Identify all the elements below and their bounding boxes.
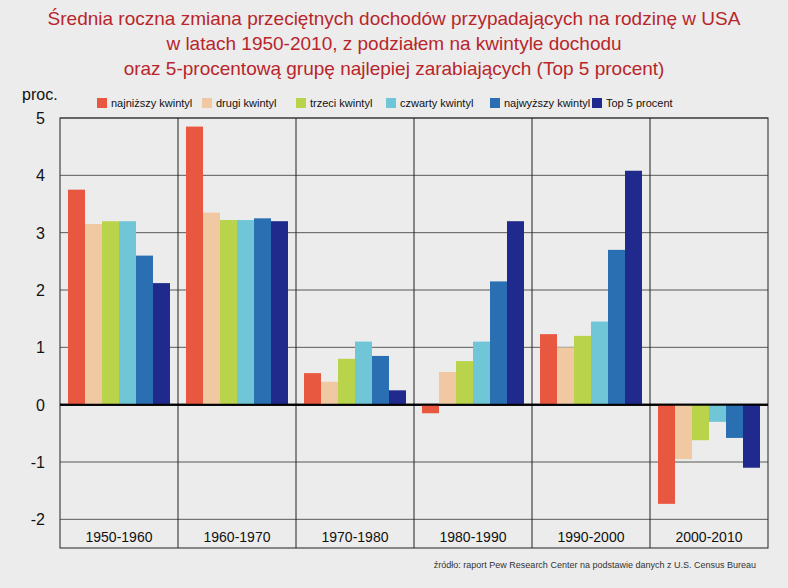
bar [709, 405, 726, 422]
bar [456, 361, 473, 405]
title: w latach 1950-2010, z podziałem na kwint… [165, 33, 621, 54]
x-tick-label: 1990-2000 [558, 529, 625, 545]
legend-swatch [296, 98, 306, 108]
x-tick-label: 1960-1970 [204, 529, 271, 545]
category-separator [178, 118, 179, 548]
category-separator [650, 118, 651, 548]
bar [675, 405, 692, 459]
bar [507, 221, 524, 404]
legend-swatch [97, 98, 107, 108]
bar [153, 283, 170, 405]
bar [136, 256, 153, 405]
bar [439, 372, 456, 405]
bar [85, 224, 102, 405]
y-tick-label: 2 [36, 282, 45, 299]
x-tick-label: 1980-1990 [440, 529, 507, 545]
y-label: proc. [22, 86, 58, 103]
y-tick-label: 3 [36, 225, 45, 242]
bar [237, 220, 254, 405]
background [0, 0, 788, 588]
y-tick-label: -2 [31, 511, 45, 528]
title: Średnia roczna zmiana przeciętnych docho… [48, 8, 741, 29]
bar [254, 218, 271, 404]
bar [591, 322, 608, 405]
bar [338, 359, 355, 405]
bar [220, 220, 237, 405]
source-note: źródło: raport Pew Research Center na po… [434, 560, 756, 570]
bar [574, 336, 591, 405]
bar [625, 171, 642, 405]
zero-line [60, 404, 768, 406]
bar [540, 334, 557, 405]
title: oraz 5-procentową grupę najlepiej zarabi… [124, 58, 665, 79]
legend-label: czwarty kwintyl [400, 97, 473, 109]
x-tick-label: 1970-1980 [322, 529, 389, 545]
y-tick-label: 0 [36, 397, 45, 414]
bar [692, 405, 709, 441]
legend-label: drugi kwintyl [216, 97, 277, 109]
bar [355, 342, 372, 405]
y-tick-label: -1 [31, 454, 45, 471]
plot-frame [60, 118, 768, 548]
y-tick-label: 4 [36, 167, 45, 184]
grid-line [60, 404, 768, 406]
bar [422, 405, 439, 414]
bar [68, 190, 85, 405]
bar [743, 405, 760, 468]
bar [490, 281, 507, 404]
bar [186, 127, 203, 405]
bar [119, 221, 136, 404]
category-separator [414, 118, 415, 548]
bar [473, 342, 490, 405]
legend-label: Top 5 procent [606, 97, 673, 109]
legend-swatch [386, 98, 396, 108]
bar [389, 390, 406, 404]
bar [726, 405, 743, 438]
bar [608, 250, 625, 405]
bar [102, 221, 119, 404]
y-tick-label: 1 [36, 339, 45, 356]
chart: Średnia roczna zmiana przeciętnych docho… [0, 0, 788, 588]
bar [658, 405, 675, 504]
bars [68, 127, 760, 504]
bar [271, 221, 288, 404]
x-tick-label: 2000-2010 [676, 529, 743, 545]
category-separator [296, 118, 297, 548]
category-separator [532, 118, 533, 548]
legend-swatch [202, 98, 212, 108]
bar [304, 373, 321, 405]
legend-label: trzeci kwintyl [310, 97, 372, 109]
legend-swatch [490, 98, 500, 108]
legend-swatch [592, 98, 602, 108]
legend-label: najniższy kwintyl [111, 97, 192, 109]
legend-label: najwyższy kwintyl [504, 97, 590, 109]
bar [203, 213, 220, 405]
y-tick-label: 5 [36, 110, 45, 127]
bar [321, 382, 338, 405]
bar [557, 347, 574, 404]
bar [372, 356, 389, 405]
x-tick-label: 1950-1960 [86, 529, 153, 545]
